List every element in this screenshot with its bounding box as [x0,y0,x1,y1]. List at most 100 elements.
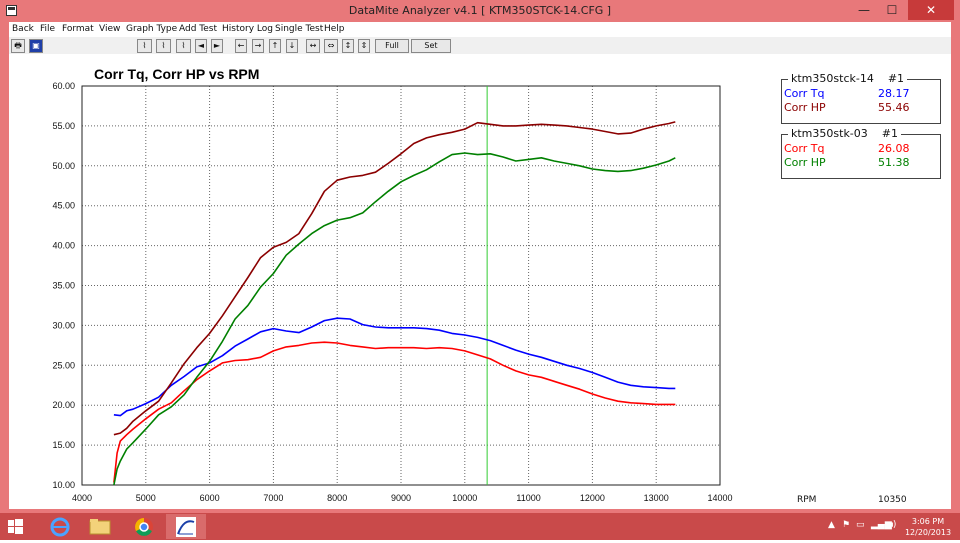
toolbar: 🖶 ▣ ⌇ ⌇ ⌇ ◄ ► ← → ↑ ↓ ↔ ⇔ ↕ ⇕ Full View … [0,37,960,62]
menu-file[interactable]: File [40,24,56,34]
app-icon[interactable] [6,5,17,16]
y-tick-label: 25.00 [52,360,75,370]
window-border-bottom [0,509,960,513]
legend-2-run: #1 [881,127,898,140]
legend-2-entry-2-name: Corr HP [784,156,826,169]
series-line-1 [113,317,676,417]
y-tick-label: 30.00 [52,320,75,330]
windows-logo-icon [8,519,23,534]
taskbar-chrome[interactable] [124,514,164,539]
legend-2-test-name: ktm350stk-03 [791,127,868,140]
y-tick-label: 55.00 [52,121,75,131]
print-icon[interactable]: 🖶 [11,39,25,53]
chrome-icon [135,518,153,536]
menu-back[interactable]: Back [12,24,34,34]
x-tick-label: 5000 [136,493,156,503]
taskbar-ie[interactable] [40,514,80,539]
x-tick-label: 9000 [391,493,411,503]
legend-test-1: ktm350stck-14 #1 Corr Tq 28.17 Corr HP 55.… [781,72,941,124]
y-tick-label: 60.00 [52,81,75,91]
menu-help[interactable]: Help [324,24,345,34]
minimize-button[interactable]: — [858,3,870,17]
x-tick-label: 10000 [452,493,477,503]
next-test-icon[interactable]: ► [211,39,223,53]
legend-2-entry-1-name: Corr Tq [784,142,825,155]
cursor-value: 10350 [878,495,907,505]
plot-frame [81,85,721,486]
datamite-icon [176,517,196,537]
graph-icon-3[interactable]: ⌇ [176,39,191,53]
grid-lines [82,86,720,485]
x-tick-label: 8000 [327,493,347,503]
title-bar: DataMite Analyzer v4.1 [ KTM350STCK-14.C… [0,0,960,22]
menu-history-log[interactable]: History Log [222,24,273,34]
y-tick-label: 40.00 [52,241,75,251]
x-tick-labels: 4000 5000 6000 7000 8000 9000 10000 11000 12000 1… [72,493,733,503]
x-tick-label: 4000 [72,493,92,503]
legend-1-run: #1 [887,72,905,85]
legend-2-entry-1-value: 26.08 [878,142,910,155]
shrink-x-icon[interactable]: ⇔ [324,39,338,53]
legend-2-entry-2-value: 51.38 [878,156,910,169]
taskbar-datamite[interactable] [166,514,206,539]
menu-format[interactable]: Format [62,24,94,34]
tray-flag-icon[interactable]: ⚑ [842,520,851,530]
folder-icon [89,519,111,535]
scroll-down-icon[interactable]: ↓ [286,39,298,53]
taskbar-explorer[interactable] [80,514,120,539]
graph-icon-1[interactable]: ⌇ [137,39,152,53]
series-line-2 [113,121,676,436]
save-icon[interactable]: ▣ [29,39,43,53]
menu-add-test[interactable]: Add Test [179,24,218,34]
legend-1-entry-2-value: 55.46 [878,101,910,114]
taskbar-clock[interactable]: 3:06 PM 12/20/2013 [900,516,956,538]
cursor-label: RPM [797,495,817,505]
prev-test-icon[interactable]: ◄ [195,39,207,53]
menu-single-test[interactable]: Single Test [275,24,324,34]
legend-1-test-name: ktm350stck-14 [791,72,874,85]
tray-network-icon[interactable]: ▭ [856,520,865,530]
legend-test-2: ktm350stk-03 #1 Corr Tq 26.08 Corr HP 51.3… [781,127,941,179]
x-tick-label: 11000 [516,493,540,503]
expand-y-icon[interactable]: ↕ [342,39,354,53]
close-button[interactable]: ✕ [908,0,954,20]
y-tick-label: 45.00 [52,201,75,211]
menu-graph-type[interactable]: Graph Type [126,24,178,34]
expand-x-icon[interactable]: ↔ [306,39,320,53]
tray-expand-icon[interactable]: ▲ [828,520,835,530]
y-tick-label: 15.00 [52,440,75,450]
series-line-3 [113,341,676,483]
series-lines [113,121,676,486]
clock-date: 12/20/2013 [904,528,952,537]
full-view-button[interactable]: Full View [375,39,409,62]
x-tick-label: 6000 [200,493,220,503]
x-tick-label: 12000 [580,493,605,503]
scroll-left-icon[interactable]: ← [235,39,247,53]
menu-view[interactable]: View [99,24,121,34]
chart[interactable]: 10.00 15.00 20.00 25.00 30.00 35.00 40.00 45.00… [0,54,960,509]
shrink-y-icon[interactable]: ⇕ [358,39,370,53]
scroll-up-icon[interactable]: ↑ [269,39,281,53]
y-tick-label: 20.00 [52,400,75,410]
graph-icon-2[interactable]: ⌇ [156,39,171,53]
set-scales-button[interactable]: Set Scales [411,39,451,62]
start-button[interactable] [0,514,40,539]
legend-1-entry-1-value: 28.17 [878,87,910,100]
taskbar: ▲ ⚑ ▭ ▂▄▆ ◄) 3:06 PM 12/20/2013 [0,513,960,540]
legend-1-entry-2-name: Corr HP [784,101,826,114]
scroll-right-icon[interactable]: → [252,39,264,53]
y-tick-label: 50.00 [52,161,75,171]
y-tick-labels: 10.00 15.00 20.00 25.00 30.00 35.00 40.00 45.00… [52,81,75,490]
series-line-4 [113,152,676,486]
y-tick-label: 10.00 [52,480,75,490]
menu-bar: Back File Format View Graph Type Add Tes… [0,22,960,37]
y-tick-label: 35.00 [52,281,75,291]
window-border-right [951,22,960,513]
maximize-button[interactable]: ☐ [886,3,898,17]
internet-explorer-icon [50,517,70,537]
x-tick-label: 7000 [263,493,283,503]
x-tick-label: 14000 [707,493,732,503]
window-title: DataMite Analyzer v4.1 [ KTM350STCK-14.C… [348,4,612,17]
tray-signal-icon[interactable]: ▂▄▆ [871,520,892,530]
tray-volume-icon[interactable]: ◄) [886,520,897,530]
